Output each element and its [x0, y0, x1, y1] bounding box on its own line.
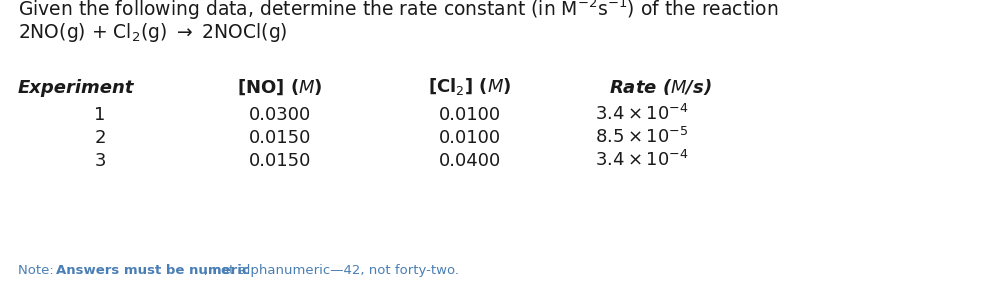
Text: 0.0150: 0.0150: [249, 129, 311, 147]
Text: Given the following data, determine the rate constant (in M$^{-2}$s$^{-1}$) of t: Given the following data, determine the …: [18, 0, 778, 22]
Text: 2: 2: [95, 129, 106, 147]
Text: 3: 3: [95, 152, 106, 170]
Text: Experiment: Experiment: [18, 79, 134, 97]
Text: $3.4 \times 10^{-4}$: $3.4 \times 10^{-4}$: [595, 104, 688, 124]
Text: Rate ($M$/s): Rate ($M$/s): [609, 77, 712, 97]
Text: [Cl$_2$] ($M$): [Cl$_2$] ($M$): [428, 76, 512, 97]
Text: 0.0100: 0.0100: [438, 129, 501, 147]
Text: 2NO(g) + Cl$_2$(g) $\rightarrow$ 2NOCl(g): 2NO(g) + Cl$_2$(g) $\rightarrow$ 2NOCl(g…: [18, 21, 287, 44]
Text: $3.4 \times 10^{-4}$: $3.4 \times 10^{-4}$: [595, 150, 688, 170]
Text: Answers must be numeric: Answers must be numeric: [56, 264, 250, 277]
Text: 0.0400: 0.0400: [438, 152, 501, 170]
Text: 0.0300: 0.0300: [249, 106, 311, 124]
Text: [NO] ($M$): [NO] ($M$): [237, 78, 323, 97]
Text: $8.5 \times 10^{-5}$: $8.5 \times 10^{-5}$: [595, 127, 688, 147]
Text: Note:: Note:: [18, 264, 58, 277]
Text: 0.0100: 0.0100: [438, 106, 501, 124]
Text: 0.0150: 0.0150: [249, 152, 311, 170]
Text: 1: 1: [95, 106, 106, 124]
Text: , not alphanumeric—42, not forty-two.: , not alphanumeric—42, not forty-two.: [204, 264, 459, 277]
